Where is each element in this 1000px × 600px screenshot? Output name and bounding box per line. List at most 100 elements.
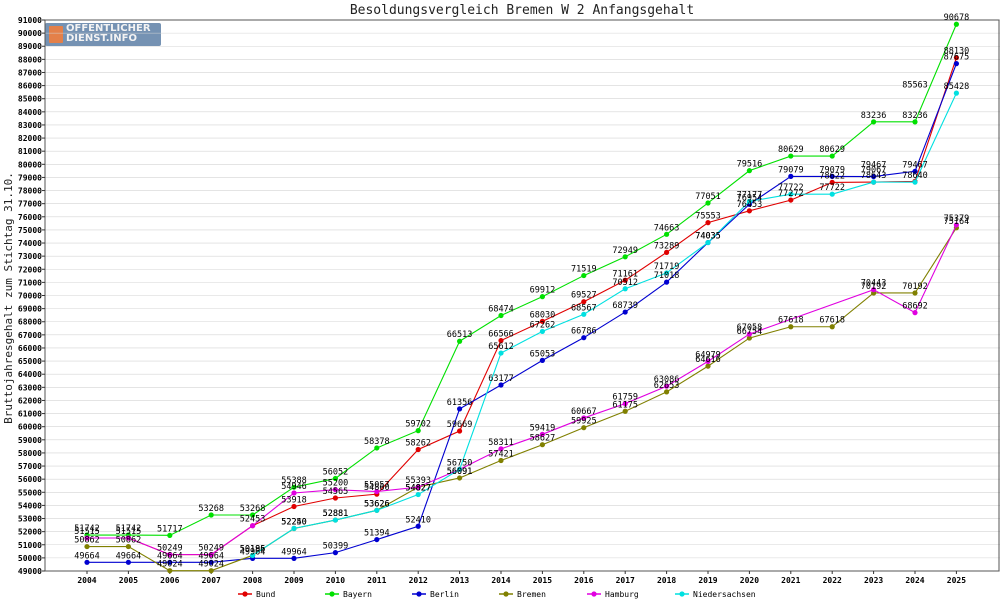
data-point-bayern — [664, 231, 670, 237]
y-tick-label: 64000 — [18, 370, 42, 379]
series-line-berlin — [87, 63, 957, 563]
y-tick-label: 52000 — [18, 528, 42, 537]
data-label: 68030 — [530, 310, 556, 320]
data-label: 75379 — [944, 214, 970, 224]
data-label: 55200 — [323, 479, 349, 489]
data-label: 59925 — [571, 417, 597, 427]
x-tick-label: 2020 — [740, 576, 759, 585]
data-label: 52410 — [405, 515, 431, 525]
data-point-bayern — [581, 272, 587, 279]
data-label: 49024 — [198, 560, 224, 570]
data-label: 72949 — [612, 246, 638, 256]
x-tick-label: 2021 — [781, 576, 800, 585]
data-point-niedersachsen — [912, 179, 918, 185]
data-point-niedersachsen — [415, 491, 421, 498]
y-tick-label: 54000 — [18, 501, 42, 510]
y-tick-label: 51000 — [18, 541, 42, 550]
data-point-bund — [539, 318, 546, 324]
data-label: 49024 — [157, 560, 183, 570]
x-tick-label: 2013 — [450, 576, 469, 585]
data-point-niedersachsen — [829, 191, 835, 197]
data-point-bremen — [84, 543, 90, 550]
y-tick-label: 79000 — [18, 173, 42, 182]
series-line-hamburg — [87, 224, 957, 556]
data-point-niedersachsen — [539, 328, 546, 335]
data-point-bremen — [622, 408, 628, 414]
data-point-niedersachsen — [664, 270, 670, 276]
data-point-bayern — [415, 427, 421, 434]
data-point-bremen — [912, 290, 918, 296]
logo-text: ÖFFENTLICHER DIENST.INFO — [66, 24, 151, 44]
y-tick-label: 87000 — [18, 68, 42, 77]
y-tick-label: 61000 — [18, 410, 42, 419]
data-label: 66513 — [447, 330, 473, 340]
data-point-bremen — [705, 363, 711, 369]
data-point-bremen — [167, 568, 173, 574]
data-point-bund — [664, 249, 670, 255]
data-label: 61356 — [447, 398, 473, 408]
data-point-bayern — [498, 312, 504, 319]
x-tick-label: 2006 — [160, 576, 179, 585]
data-label: 68739 — [612, 301, 638, 311]
legend-label-niedersachsen: Niedersachsen — [693, 590, 756, 599]
data-point-bund — [457, 428, 463, 434]
data-label: 49664 — [198, 551, 224, 561]
data-point-bremen — [498, 457, 504, 464]
y-tick-label: 81000 — [18, 147, 42, 156]
data-point-bayern — [912, 119, 918, 125]
data-label: 66786 — [571, 327, 597, 337]
data-point-niedersachsen — [746, 198, 753, 204]
y-tick-label: 60000 — [18, 423, 42, 432]
data-label: 50399 — [323, 542, 349, 552]
data-label: 53918 — [281, 495, 307, 505]
data-point-niedersachsen — [622, 286, 628, 292]
legend-marker-berlin — [416, 591, 422, 597]
data-point-berlin — [167, 559, 173, 565]
data-point-berlin — [622, 309, 628, 315]
data-label: 71719 — [654, 262, 680, 272]
data-label: 77051 — [695, 192, 721, 202]
data-label: 56091 — [447, 467, 473, 477]
data-label: 67262 — [530, 320, 556, 330]
y-tick-label: 72000 — [18, 265, 42, 274]
data-point-hamburg — [746, 331, 753, 337]
data-point-bayern — [291, 484, 297, 490]
y-tick-label: 76000 — [18, 213, 42, 222]
data-point-niedersachsen — [705, 239, 711, 246]
data-point-berlin — [953, 61, 960, 67]
x-tick-label: 2004 — [77, 576, 96, 585]
legend-label-bayern: Bayern — [343, 590, 372, 599]
data-point-berlin — [871, 173, 877, 180]
legend-label-hamburg: Hamburg — [605, 590, 639, 599]
data-label: 56750 — [447, 458, 473, 468]
data-point-berlin — [912, 168, 918, 174]
data-point-hamburg — [291, 490, 297, 496]
series-line-niedersachsen — [252, 92, 957, 556]
data-label: 50862 — [116, 536, 142, 546]
data-label: 69912 — [530, 286, 556, 296]
data-label: 69527 — [571, 291, 597, 301]
data-label: 75164 — [944, 217, 970, 227]
data-point-bund — [705, 220, 711, 226]
data-point-berlin — [457, 406, 463, 412]
data-point-berlin — [332, 550, 338, 556]
y-tick-label: 67000 — [18, 331, 42, 340]
data-point-bremen — [829, 324, 835, 330]
data-label: 65612 — [488, 342, 514, 352]
data-point-niedersachsen — [498, 350, 504, 356]
data-label: 90678 — [944, 13, 970, 23]
data-label: 50195 — [240, 544, 266, 554]
data-label: 63086 — [654, 375, 680, 385]
data-label: 74663 — [654, 223, 680, 233]
data-point-bund — [332, 495, 338, 501]
data-point-niedersachsen — [953, 90, 960, 96]
data-label: 68474 — [488, 305, 514, 315]
data-label: 51742 — [74, 524, 100, 534]
data-label: 52881 — [323, 509, 349, 519]
data-label: 61175 — [612, 400, 638, 410]
legend-label-bremen: Bremen — [517, 590, 546, 599]
axes: 49000 50000 51000 52000 53000 54000 55000 56000… — [18, 16, 1000, 585]
y-tick-label: 58000 — [18, 449, 42, 458]
